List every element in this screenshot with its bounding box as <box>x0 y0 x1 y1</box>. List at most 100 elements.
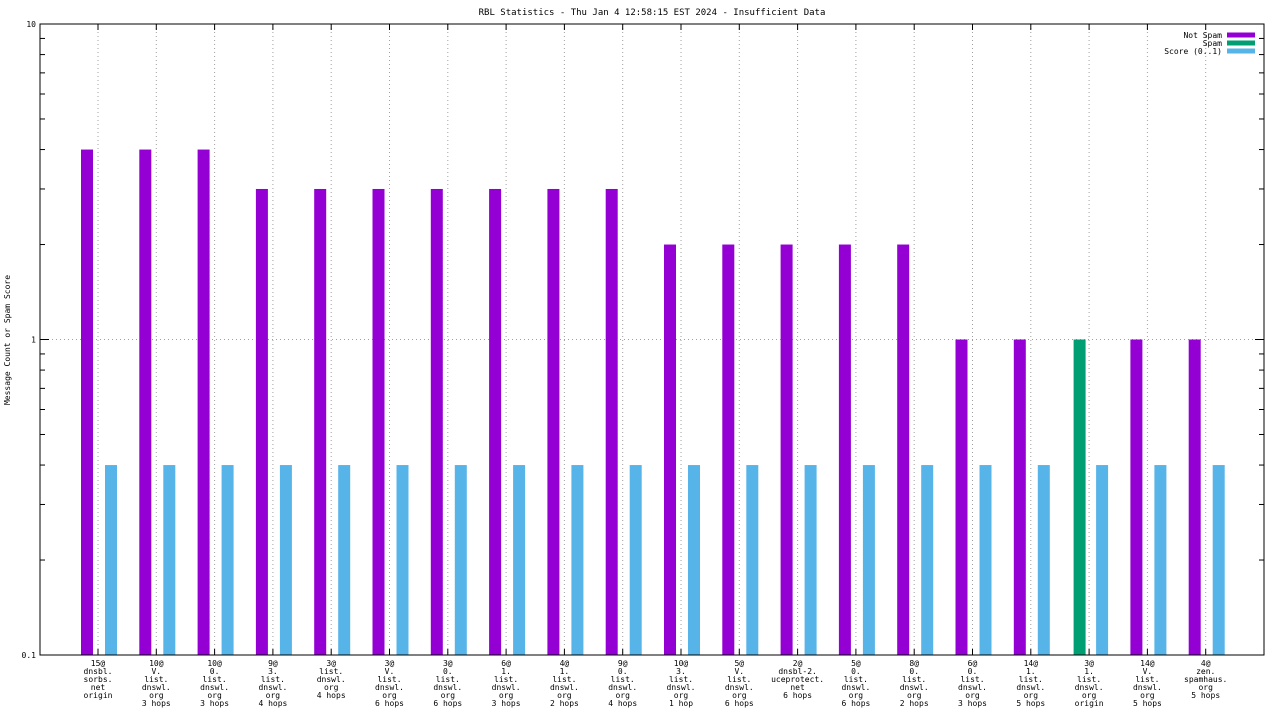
x-tick-label-line: list. <box>960 675 984 684</box>
x-tick-label-line: list. <box>319 667 343 676</box>
x-tick-label-line: dnswl. <box>492 683 521 692</box>
x-tick-label-line: list. <box>1135 675 1159 684</box>
x-tick-label-line: 1. <box>1084 667 1094 676</box>
x-tick-label-line: list. <box>902 675 926 684</box>
x-tick-label-line: 6@ <box>501 659 511 668</box>
bar-score <box>862 465 875 655</box>
bar-not-spam <box>955 339 968 655</box>
bar-score <box>279 465 292 655</box>
x-tick-label-line: org <box>207 691 222 700</box>
x-tick-label: 3@ 1. list. dnswl. org origin <box>1075 659 1104 708</box>
bar-not-spam <box>139 149 152 655</box>
bar-score <box>746 465 759 655</box>
x-tick-label-line: dnsbl. <box>84 667 113 676</box>
bar-not-spam <box>605 188 618 655</box>
bar-spam <box>1073 339 1086 655</box>
x-tick-label: 6@ 1. list. dnswl. org 3 hops <box>492 659 521 708</box>
x-tick-label: 4@ zen. spamhaus. org 5 hops <box>1184 659 1227 700</box>
x-tick-label-line: dnswl. <box>433 683 462 692</box>
x-tick-label-line: 5 hops <box>1191 691 1220 700</box>
x-tick-label-line: V. <box>151 667 161 676</box>
bar-score <box>513 465 526 655</box>
x-tick-label-line: net <box>91 683 106 692</box>
legend-swatch <box>1227 48 1255 54</box>
bar-not-spam <box>1188 339 1201 655</box>
x-tick-label-line: list. <box>1019 675 1043 684</box>
bar-not-spam <box>838 244 851 656</box>
x-tick-label-line: 9@ <box>268 659 278 668</box>
x-tick-label-line: 4 hops <box>258 699 287 708</box>
bar-score <box>1037 465 1050 655</box>
tick-layer: 0.1 1 10 <box>22 20 1264 660</box>
x-tick-label-line: dnswl. <box>200 683 229 692</box>
x-tick-label-line: list. <box>669 675 693 684</box>
x-tick-label-line: 1. <box>560 667 570 676</box>
x-tick-label-line: list. <box>611 675 635 684</box>
x-tick-label: 9@ 3. list. dnswl. org 4 hops <box>258 659 287 708</box>
x-tick-label: 10@ 0. list. dnswl. org 3 hops <box>200 659 229 708</box>
x-tick-label-line: 3 hops <box>142 699 171 708</box>
x-tick-label-line: 10@ <box>207 659 222 668</box>
bar-score <box>1154 465 1167 655</box>
x-tick-label-line: dnswl. <box>550 683 579 692</box>
x-tick-label: 10@ 3. list. dnswl. org 1 hop <box>667 659 696 708</box>
x-tick-label-line: 5@ <box>734 659 744 668</box>
x-tick-label-line: 10@ <box>149 659 164 668</box>
legend-label: Score (0..1) <box>1164 47 1222 56</box>
x-tick-label-line: 0. <box>851 667 861 676</box>
grid-layer <box>40 24 1264 655</box>
x-tick-label-line: org <box>1082 691 1097 700</box>
bar-score <box>338 465 351 655</box>
x-tick-label-line: net <box>790 683 805 692</box>
bar-not-spam <box>722 244 735 656</box>
x-tick-label-line: org <box>849 691 864 700</box>
x-tick-label-line: 3@ <box>443 659 453 668</box>
x-tick-label-line: V. <box>385 667 395 676</box>
x-tick-label: 3@ 0. list. dnswl. org 6 hops <box>433 659 462 708</box>
legend-label: Spam <box>1203 39 1222 48</box>
x-tick-label-line: 5 hops <box>1016 699 1045 708</box>
y-tick-label: 1 <box>31 336 36 345</box>
bar-not-spam <box>1013 339 1026 655</box>
x-tick-label: 6@ 0. list. dnswl. org 3 hops <box>958 659 987 708</box>
x-tick-label: 2@ dnsbl-2. uceprotect. net 6 hops <box>771 659 824 700</box>
x-tick-label-line: 2@ <box>793 659 803 668</box>
x-tick-label-line: dnswl. <box>958 683 987 692</box>
x-tick-label-line: 3@ <box>1084 659 1094 668</box>
x-tick-label-line: list. <box>552 675 576 684</box>
x-tick-label-line: org <box>557 691 572 700</box>
bar-score <box>105 465 117 655</box>
legend-swatch <box>1227 40 1255 46</box>
x-tick-label-line: dnswl. <box>1075 683 1104 692</box>
bar-score <box>1212 465 1225 655</box>
x-tick-label-line: 0. <box>618 667 628 676</box>
x-tick-label-line: dnswl. <box>375 683 404 692</box>
x-tick-label-line: 0. <box>443 667 453 676</box>
x-tick-label-line: 1. <box>501 667 511 676</box>
x-tick-label-line: 6 hops <box>375 699 404 708</box>
x-tick-label-line: 3. <box>268 667 278 676</box>
x-tick-label-line: 2 hops <box>550 699 579 708</box>
x-tick-label-line: 14@ <box>1024 659 1039 668</box>
x-tick-label-line: list. <box>261 675 285 684</box>
x-tick-label-line: list. <box>377 675 401 684</box>
x-tick-label-line: 2 hops <box>900 699 929 708</box>
bar-not-spam <box>314 188 327 655</box>
x-tick-label-line: 3. <box>676 667 686 676</box>
bar-score <box>688 465 700 655</box>
x-tick-label-line: org <box>1024 691 1039 700</box>
x-tick-label-line: 4 hops <box>608 699 637 708</box>
x-tick-label-line: org <box>1140 691 1155 700</box>
bar-score <box>396 465 409 655</box>
x-tick-label-line: org <box>266 691 281 700</box>
x-tick-label-line: 5 hops <box>1133 699 1162 708</box>
bar-not-spam <box>197 149 210 655</box>
x-tick-label-line: org <box>965 691 980 700</box>
x-tick-label-line: 4@ <box>560 659 570 668</box>
bar-not-spam <box>547 188 560 655</box>
x-tick-label-line: V. <box>1143 667 1153 676</box>
legend-swatch <box>1227 32 1255 38</box>
bar-layer <box>81 149 1225 656</box>
x-tick-label-line: V. <box>734 667 744 676</box>
